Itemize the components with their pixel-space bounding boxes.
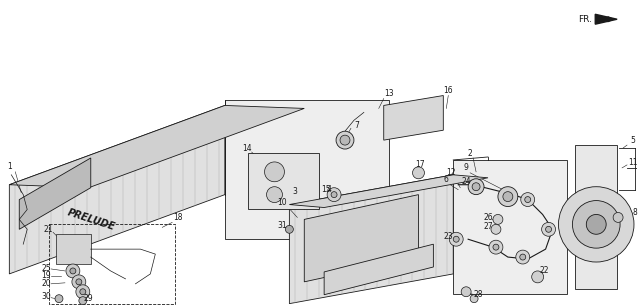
- Text: 3: 3: [292, 187, 297, 196]
- Circle shape: [449, 232, 463, 246]
- Circle shape: [468, 179, 484, 195]
- Polygon shape: [19, 158, 91, 229]
- Text: 11: 11: [628, 158, 637, 168]
- Text: 23: 23: [444, 232, 453, 241]
- Text: 27: 27: [483, 222, 493, 231]
- Circle shape: [79, 297, 87, 305]
- Polygon shape: [225, 100, 388, 239]
- Text: 29: 29: [84, 294, 93, 303]
- Text: 20: 20: [41, 279, 51, 288]
- Circle shape: [541, 222, 556, 236]
- Circle shape: [336, 131, 354, 149]
- Polygon shape: [248, 153, 319, 209]
- Circle shape: [498, 187, 518, 207]
- Circle shape: [72, 275, 86, 289]
- Polygon shape: [10, 105, 304, 188]
- Text: 5: 5: [630, 136, 636, 145]
- Polygon shape: [304, 195, 419, 282]
- Circle shape: [470, 295, 478, 303]
- Text: 12: 12: [447, 168, 456, 177]
- Circle shape: [493, 244, 499, 250]
- Text: 7: 7: [355, 121, 359, 130]
- Circle shape: [472, 183, 480, 191]
- Polygon shape: [56, 234, 91, 264]
- Text: 8: 8: [632, 208, 637, 217]
- Circle shape: [266, 187, 282, 203]
- Circle shape: [70, 268, 76, 274]
- Circle shape: [489, 240, 503, 254]
- Text: 17: 17: [415, 160, 426, 169]
- Circle shape: [264, 162, 284, 182]
- Circle shape: [80, 289, 86, 295]
- Text: 25: 25: [41, 265, 51, 274]
- Text: 1: 1: [7, 162, 12, 171]
- Text: 30: 30: [41, 292, 51, 301]
- Text: 15: 15: [321, 185, 331, 194]
- Text: 18: 18: [173, 213, 183, 222]
- Polygon shape: [575, 145, 617, 289]
- Circle shape: [331, 192, 337, 198]
- Circle shape: [586, 214, 606, 234]
- Circle shape: [413, 167, 424, 179]
- Circle shape: [545, 226, 552, 232]
- Text: 31: 31: [278, 221, 287, 230]
- Circle shape: [66, 264, 80, 278]
- Circle shape: [76, 279, 82, 285]
- Circle shape: [327, 188, 341, 201]
- Circle shape: [613, 213, 623, 222]
- Circle shape: [491, 224, 501, 234]
- Text: 13: 13: [384, 89, 394, 98]
- Text: 22: 22: [540, 266, 549, 275]
- Circle shape: [525, 197, 531, 203]
- Text: 6: 6: [444, 175, 449, 184]
- Circle shape: [76, 285, 90, 299]
- Text: 2: 2: [468, 148, 472, 157]
- Text: 4: 4: [326, 185, 332, 194]
- Circle shape: [520, 254, 525, 260]
- Circle shape: [285, 225, 293, 233]
- Text: 9: 9: [464, 163, 468, 172]
- Circle shape: [532, 271, 543, 283]
- Polygon shape: [384, 95, 444, 140]
- Circle shape: [516, 250, 530, 264]
- Text: 21: 21: [44, 225, 53, 234]
- Text: PRELUDE: PRELUDE: [66, 207, 116, 232]
- Polygon shape: [595, 14, 617, 24]
- Circle shape: [55, 295, 63, 303]
- Circle shape: [340, 135, 350, 145]
- Text: FR.: FR.: [579, 15, 592, 24]
- Text: 10: 10: [278, 198, 287, 207]
- Circle shape: [503, 192, 513, 201]
- Polygon shape: [289, 175, 488, 208]
- Text: 24: 24: [461, 177, 471, 186]
- Polygon shape: [324, 244, 433, 295]
- Circle shape: [521, 192, 534, 207]
- Polygon shape: [289, 175, 453, 304]
- Text: 28: 28: [474, 290, 483, 299]
- Text: 14: 14: [242, 144, 252, 152]
- Circle shape: [461, 287, 471, 297]
- Circle shape: [559, 187, 634, 262]
- Text: 19: 19: [41, 271, 51, 280]
- Text: 16: 16: [444, 86, 453, 95]
- Circle shape: [453, 236, 459, 242]
- Circle shape: [572, 201, 620, 248]
- Text: 26: 26: [483, 213, 493, 222]
- Polygon shape: [453, 160, 568, 294]
- Polygon shape: [10, 105, 225, 274]
- Circle shape: [493, 214, 503, 224]
